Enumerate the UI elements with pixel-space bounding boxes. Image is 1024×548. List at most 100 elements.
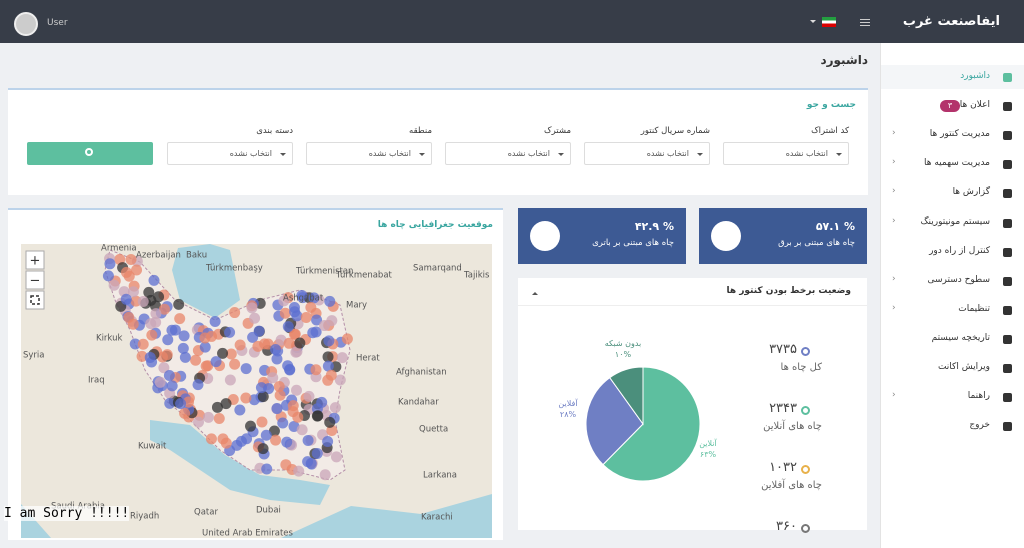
map-label: Herat — [356, 354, 380, 364]
flag[interactable] — [822, 17, 836, 27]
well-marker — [303, 390, 315, 402]
menu-item[interactable]: کنترل از راه دور — [929, 245, 990, 256]
search-panel: جست و جو کد اشتراک انتخاب نشده شماره سریال… — [8, 88, 868, 195]
well-marker — [261, 463, 273, 475]
well-marker — [220, 398, 232, 410]
stat-bullet — [801, 406, 810, 415]
select[interactable]: انتخاب نشده — [584, 142, 710, 165]
well-marker — [322, 351, 334, 363]
avatar[interactable] — [14, 12, 38, 36]
well-marker — [241, 433, 253, 445]
well-marker — [280, 459, 292, 471]
well-marker — [127, 318, 139, 330]
well-marker — [322, 360, 334, 372]
menu-item[interactable]: خروج — [969, 420, 990, 431]
pie-category: بدون شبکه — [605, 339, 642, 348]
well-marker — [292, 411, 304, 423]
select[interactable]: انتخاب نشده — [306, 142, 432, 165]
well-marker — [146, 329, 158, 341]
well-marker — [225, 348, 237, 360]
menu-toggle[interactable] — [860, 19, 870, 26]
select[interactable]: انتخاب نشده — [445, 142, 571, 165]
well-marker — [108, 279, 120, 291]
brand: ایفاصنعت غرب — [902, 14, 1000, 29]
well-marker — [267, 372, 279, 384]
well-marker — [311, 447, 323, 459]
well-marker — [290, 384, 302, 396]
well-marker — [311, 410, 323, 422]
zoom-button[interactable] — [25, 270, 45, 290]
map-label: Kuwait — [138, 442, 167, 452]
map-title: موقعیت جغرافیایی چاه ها — [377, 220, 493, 230]
well-marker — [324, 295, 336, 307]
menu-icon — [1003, 364, 1012, 373]
menu-item[interactable]: راهنما — [967, 391, 990, 402]
search-button[interactable] — [27, 142, 153, 165]
menu-item[interactable]: گزارش ها — [952, 187, 990, 198]
well-marker — [190, 354, 202, 366]
map-label: Iraq — [88, 376, 105, 386]
well-marker — [336, 352, 348, 364]
page-title: داشبورد — [820, 53, 868, 67]
menu-item[interactable]: سیستم مونیتورینگ — [920, 216, 990, 227]
well-marker — [166, 324, 178, 336]
notification-badge: ۳ — [940, 100, 960, 112]
header: User ایفاصنعت غرب — [0, 0, 1024, 43]
well-marker — [202, 411, 214, 423]
well-marker — [148, 274, 160, 286]
stat-bullet — [801, 524, 810, 533]
map-label: Türkmenabat — [335, 271, 393, 281]
water — [172, 244, 240, 318]
well-marker — [129, 338, 141, 350]
well-marker — [234, 404, 246, 416]
well-marker — [253, 325, 265, 337]
map-label: Kandahar — [398, 398, 439, 408]
menu-item[interactable]: تاریخچه سیستم — [931, 332, 990, 343]
menu-icon — [1003, 276, 1012, 286]
pie-category: آفلاین — [558, 398, 578, 408]
well-marker — [322, 436, 334, 448]
well-marker — [211, 401, 223, 413]
well-marker — [319, 320, 331, 332]
well-marker — [163, 369, 175, 381]
well-marker — [210, 356, 222, 368]
well-marker — [302, 434, 314, 446]
menu-item[interactable]: مدیریت کنتور ها — [929, 129, 990, 140]
well-marker — [316, 396, 328, 408]
status-title: وضعیت برخط بودن کنتور ها — [726, 286, 851, 296]
menu-item[interactable]: اعلان ها — [959, 100, 990, 111]
card-icon — [711, 221, 741, 251]
well-marker — [240, 392, 252, 404]
active-item[interactable] — [881, 65, 1024, 89]
well-marker — [217, 347, 229, 359]
well-marker — [246, 302, 258, 314]
menu-item[interactable]: تنظیمات — [958, 303, 990, 314]
well-marker — [282, 360, 294, 372]
well-marker — [289, 328, 301, 340]
user-name[interactable]: User — [47, 18, 68, 28]
select[interactable]: انتخاب نشده — [167, 142, 293, 165]
well-marker — [193, 416, 205, 428]
menu-item[interactable]: سطوح دسترسی — [927, 274, 990, 285]
map-label: United Arab Emirates — [202, 529, 294, 539]
well-marker — [220, 437, 232, 449]
lang-caret[interactable] — [810, 20, 816, 26]
select[interactable]: انتخاب نشده — [723, 142, 849, 165]
menu-item[interactable]: مدیریت سهمیه ها — [923, 158, 990, 169]
well-marker — [199, 332, 211, 344]
fullscreen-button[interactable] — [25, 290, 45, 310]
well-marker — [104, 258, 116, 270]
well-marker — [137, 296, 149, 308]
zoom-button[interactable] — [25, 250, 45, 270]
menu-icon — [1003, 189, 1012, 199]
collapse-caret[interactable] — [532, 289, 538, 295]
well-marker — [294, 337, 306, 349]
menu-item[interactable]: ویرایش اکانت — [937, 362, 990, 372]
menu-item[interactable]: داشبورد — [960, 71, 990, 81]
chevron: › — [892, 390, 896, 401]
well-marker — [330, 451, 342, 463]
well-marker — [131, 264, 143, 276]
well-marker — [341, 333, 353, 345]
well-marker — [240, 363, 252, 375]
